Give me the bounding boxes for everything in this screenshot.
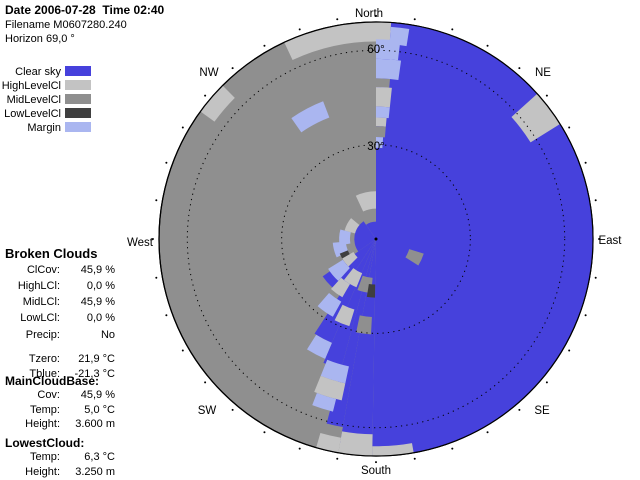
- horizon-rim: [158, 21, 594, 457]
- stat-value: 45,9 %: [80, 264, 115, 276]
- stat-value: 0,0 %: [86, 312, 115, 324]
- stat-row-mcb-cov: Cov: 45,9 %: [5, 389, 117, 401]
- stat-row-lc-height: Height: 3.250 m: [5, 466, 117, 478]
- stat-label: MidLCl:: [22, 296, 60, 308]
- legend-swatch-margin: [65, 122, 91, 132]
- stat-label: Cov:: [37, 389, 60, 401]
- stat-label: Precip:: [25, 329, 60, 341]
- zenith-dot: [374, 237, 378, 241]
- compass-labels: North NE East SE South SW West NW: [127, 8, 622, 477]
- stat-label: Tzero:: [28, 353, 60, 365]
- elevation-ring-label: 60°: [367, 44, 384, 56]
- stat-row-tzero: Tzero: 21,9 °C: [5, 353, 117, 365]
- legend-label-margin: Margin: [27, 122, 61, 134]
- legend-item-mid-level-cloud: MidLevelCl: [0, 94, 95, 106]
- stats-panel: Date 2006-07-28 Time 02:40 Filename M060…: [0, 0, 165, 480]
- stat-label: Height:: [25, 466, 60, 478]
- stat-value: 5,0 °C: [84, 404, 115, 416]
- compass-label-sw: SW: [198, 405, 217, 417]
- stat-value: 21,9 °C: [78, 353, 115, 365]
- stat-value: -21,3 °C: [74, 368, 115, 380]
- stat-value: 3.600 m: [75, 418, 115, 430]
- stat-row-precip: Precip: No: [5, 329, 117, 341]
- stat-row-mcb-height: Height: 3.600 m: [5, 418, 117, 430]
- stat-value: 45,9 %: [80, 389, 115, 401]
- elevation-rings: 30° 60°: [186, 44, 566, 429]
- stat-row-clcov: ClCov: 45,9 %: [5, 264, 117, 276]
- legend-item-clear-sky: Clear sky: [0, 66, 95, 78]
- stat-label: HighLCl:: [17, 280, 60, 292]
- broken-clouds-title: Broken Clouds: [5, 246, 98, 261]
- lowest-cloud-title: LowestCloud:: [5, 436, 85, 450]
- compass-label-west: West: [127, 237, 154, 249]
- stat-label: Temp:: [30, 451, 60, 463]
- main-cloud-base-title: MainCloudBase:: [5, 374, 100, 388]
- stat-row-highlcl: HighLCl: 0,0 %: [5, 280, 117, 292]
- stat-value: 3.250 m: [75, 466, 115, 478]
- legend-swatch-clear-sky: [65, 66, 91, 76]
- stat-label: Temp:: [30, 404, 60, 416]
- compass-label-east: East: [598, 235, 622, 247]
- azimuth-ticks: [151, 14, 601, 464]
- stat-value: 0,0 %: [86, 280, 115, 292]
- compass-label-north: North: [355, 8, 383, 20]
- legend-label-low-level-cloud: LowLevelCl: [4, 108, 61, 120]
- compass-label-south: South: [361, 465, 391, 477]
- legend-swatch-high-level-cloud: [65, 80, 91, 90]
- elevation-ring: [186, 49, 566, 429]
- legend-item-margin: Margin: [0, 122, 95, 134]
- stat-label: Tblue:: [29, 368, 60, 380]
- legend-label-mid-level-cloud: MidLevelCl: [6, 94, 61, 106]
- legend-swatch-low-level-cloud: [65, 108, 91, 118]
- stat-value: No: [100, 329, 115, 341]
- date-time-label: Date 2006-07-28 Time 02:40: [5, 3, 165, 17]
- legend-swatch-mid-level-cloud: [65, 94, 91, 104]
- horizon-label: Horizon 69,0 °: [5, 33, 75, 45]
- compass-label-ne: NE: [535, 67, 551, 79]
- elevation-ring-label: 30°: [367, 141, 384, 153]
- cloud-cells: [200, 22, 561, 457]
- stat-row-midlcl: MidLCl: 45,9 %: [5, 296, 117, 308]
- stat-row-mcb-temp: Temp: 5,0 °C: [5, 404, 117, 416]
- stat-label: Height:: [25, 418, 60, 430]
- legend-label-clear-sky: Clear sky: [15, 66, 61, 78]
- compass-label-se: SE: [534, 405, 550, 417]
- compass-label-nw: NW: [199, 67, 218, 79]
- stat-row-lowlcl: LowLCl: 0,0 %: [5, 312, 117, 324]
- elevation-ring: [281, 144, 471, 334]
- legend-label-high-level-cloud: HighLevelCl: [1, 80, 61, 92]
- filename-label: Filename M0607280.240: [5, 19, 127, 31]
- stat-label: LowLCl:: [20, 312, 60, 324]
- stat-value: 6,3 °C: [84, 451, 115, 463]
- legend-item-high-level-cloud: HighLevelCl: [0, 80, 95, 92]
- stat-label: ClCov:: [26, 264, 60, 276]
- legend-item-low-level-cloud: LowLevelCl: [0, 108, 95, 120]
- stat-row-lc-temp: Temp: 6,3 °C: [5, 451, 117, 463]
- stat-row-tblue: Tblue: -21,3 °C: [5, 368, 117, 380]
- stat-value: 45,9 %: [80, 296, 115, 308]
